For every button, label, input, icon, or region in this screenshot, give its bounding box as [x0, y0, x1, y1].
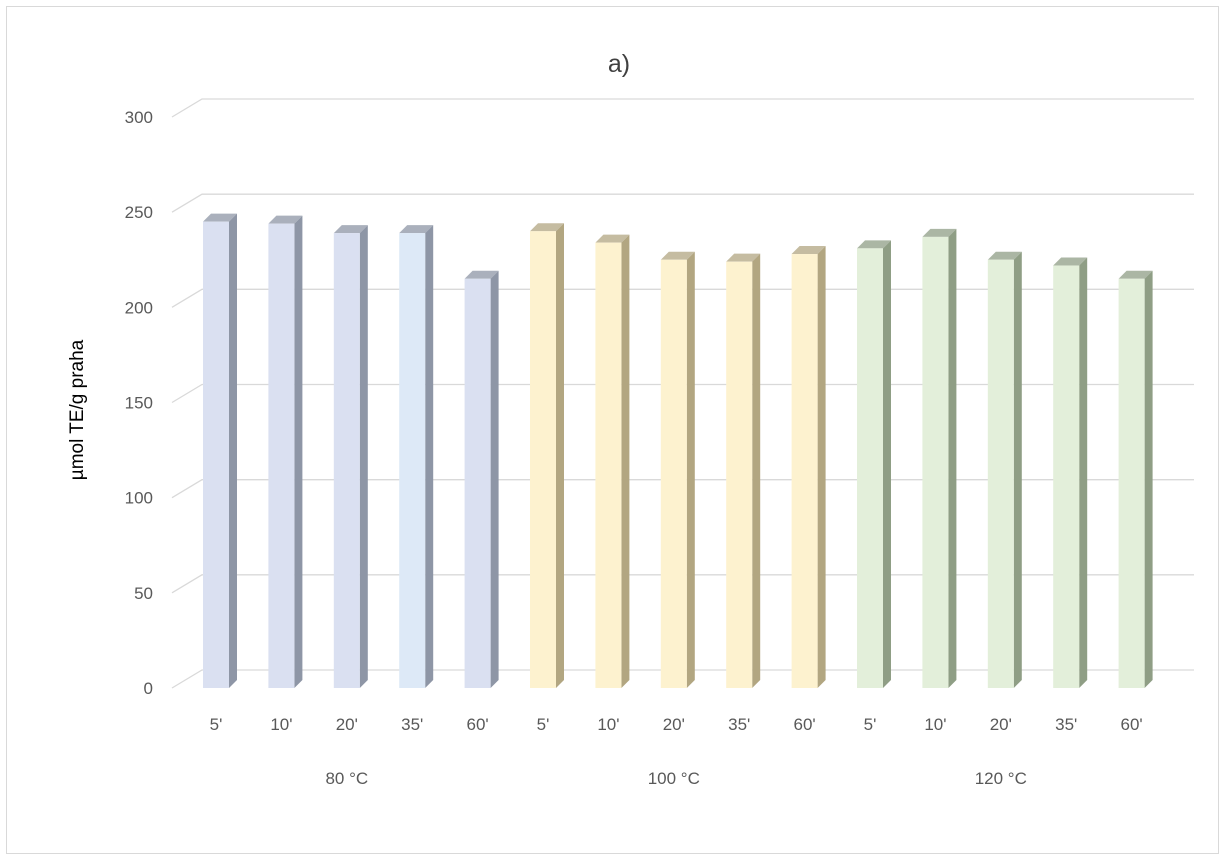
bar-front	[1053, 265, 1080, 688]
x-tick-label: 5'	[864, 715, 877, 734]
bar-top	[464, 270, 499, 279]
bar-front	[987, 259, 1014, 688]
y-tick-label-0: 0	[144, 679, 153, 698]
x-tick-labels: 5' 10' 20' 35' 60' 5' 10' 20' 35' 60' 5' 10' 20' 35' 6…	[210, 715, 1143, 734]
bar-front	[726, 261, 753, 688]
bar-front	[530, 231, 556, 688]
bar-chart: a) µmol TE/g praha 0 50 100 150 200 250 300 5'…	[67, 50, 1194, 788]
bar	[268, 215, 303, 688]
bar	[595, 234, 630, 688]
bar-top	[595, 234, 630, 243]
bar-front	[1118, 278, 1145, 688]
bar-side	[686, 251, 695, 688]
x-tick-label: 5'	[210, 715, 223, 734]
bar-side	[883, 240, 891, 688]
bar-top	[1053, 257, 1088, 266]
gridline-250	[171, 193, 1194, 213]
bar-front	[399, 233, 426, 688]
bar-top	[857, 240, 891, 249]
y-tick-label-300: 300	[125, 108, 153, 127]
bar-top	[726, 253, 761, 262]
bar-top	[1118, 270, 1153, 279]
y-tick-labels: 0 50 100 150 200 250 300	[125, 108, 153, 698]
bar	[203, 213, 237, 688]
bar-side	[752, 253, 761, 689]
y-axis-title: µmol TE/g praha	[67, 339, 88, 480]
bar-side	[948, 228, 957, 688]
bar	[333, 225, 368, 688]
y-tick-label-150: 150	[125, 394, 153, 413]
x-tick-label: 20'	[663, 715, 685, 734]
bar-side	[229, 213, 237, 688]
y-tick-label-200: 200	[125, 298, 153, 317]
bar-front	[464, 278, 491, 688]
x-tick-label: 35'	[401, 715, 423, 734]
bar-top	[268, 215, 303, 224]
bar-top	[333, 225, 368, 234]
bar-front	[595, 242, 622, 688]
bar-front	[333, 233, 360, 688]
group-label: 120 °C	[975, 769, 1027, 788]
chart-frame: a) µmol TE/g praha 0 50 100 150 200 250 300 5'…	[6, 6, 1219, 854]
bar	[1053, 257, 1088, 688]
bar-front	[203, 221, 229, 688]
bar-side	[817, 246, 826, 689]
x-tick-label: 35'	[728, 715, 750, 734]
bar	[660, 251, 695, 688]
bar-top	[791, 246, 826, 255]
bar-side	[1013, 251, 1022, 688]
bar-front	[857, 248, 883, 688]
bar-top	[987, 251, 1022, 260]
bar	[464, 270, 499, 688]
bar-side	[1079, 257, 1088, 688]
gridlines	[171, 98, 1194, 689]
bar-top	[660, 251, 695, 260]
bar-front	[791, 254, 818, 689]
bar	[530, 223, 564, 688]
gridline-300	[171, 98, 1194, 118]
bar-top	[530, 223, 564, 232]
bar-front	[660, 259, 687, 688]
x-tick-label: 20'	[990, 715, 1012, 734]
y-tick-label-250: 250	[125, 203, 153, 222]
group-label: 80 °C	[325, 769, 368, 788]
bar-front	[922, 236, 949, 688]
x-tick-label: 5'	[537, 715, 550, 734]
bar-top	[922, 228, 957, 237]
chart-title: a)	[608, 50, 630, 78]
x-tick-label: 10'	[270, 715, 292, 734]
bar-side	[556, 223, 564, 688]
x-tick-label: 60'	[467, 715, 489, 734]
bar-side	[294, 215, 303, 688]
bar-front	[268, 223, 295, 688]
bar-side	[359, 225, 368, 688]
group-labels: 80 °C 100 °C 120 °C	[325, 769, 1026, 788]
x-tick-label: 60'	[794, 715, 816, 734]
bar-side	[1144, 270, 1153, 688]
bar-top	[399, 225, 434, 234]
bar	[1118, 270, 1153, 688]
group-label: 100 °C	[648, 769, 700, 788]
x-tick-label: 10'	[924, 715, 946, 734]
bar-side	[490, 270, 499, 688]
bar	[399, 225, 434, 688]
y-tick-label-50: 50	[134, 584, 153, 603]
bar-side	[425, 225, 434, 688]
bar	[922, 228, 957, 688]
bar	[987, 251, 1022, 688]
x-tick-label: 35'	[1055, 715, 1077, 734]
bar	[726, 253, 761, 689]
x-tick-label: 10'	[597, 715, 619, 734]
y-tick-label-100: 100	[125, 489, 153, 508]
bar	[857, 240, 891, 688]
bars	[203, 213, 1153, 689]
x-tick-label: 20'	[336, 715, 358, 734]
bar	[791, 246, 826, 689]
bar-top	[203, 213, 237, 222]
bar-side	[621, 234, 630, 688]
x-tick-label: 60'	[1121, 715, 1143, 734]
